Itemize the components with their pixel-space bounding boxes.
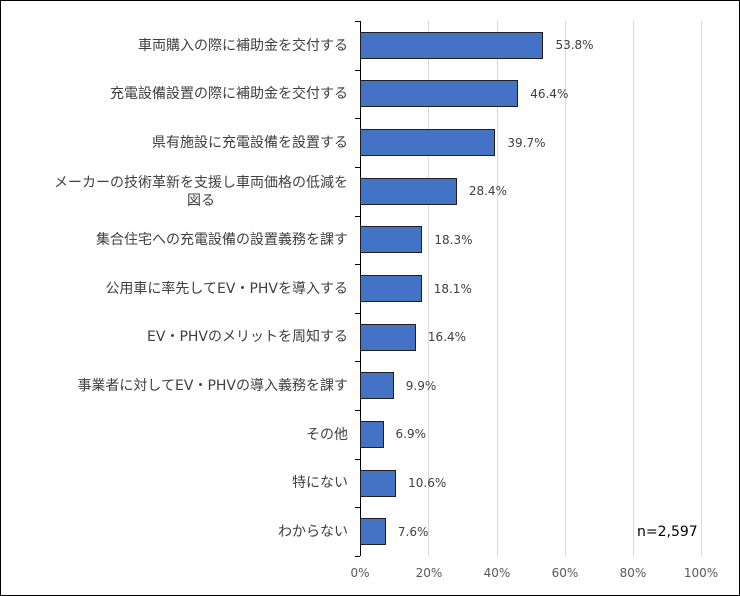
bar: [360, 177, 457, 205]
y-axis-tick: [355, 410, 360, 411]
gridline-20: [428, 21, 429, 556]
y-axis-tick: [355, 70, 360, 71]
bar: [360, 518, 386, 546]
bar: [360, 129, 496, 157]
value-label: 28.4%: [468, 184, 507, 199]
category-label: メーカーの技術革新を支援し車両価格の低減を 図る: [54, 174, 348, 210]
x-tick-label: 40%: [483, 566, 511, 580]
bar: [360, 420, 384, 448]
y-axis-tick: [355, 216, 360, 217]
value-label: 18.1%: [433, 281, 472, 296]
y-axis-tick: [355, 264, 360, 265]
category-label: 特にない: [292, 475, 348, 491]
category-label: EV・PHVのメリットを周知する: [147, 329, 348, 345]
category-label: 事業者に対してEV・PHVの導入義務を課す: [77, 378, 348, 394]
value-label: 6.9%: [395, 427, 427, 442]
y-axis-tick: [355, 167, 360, 168]
category-label-line1: メーカーの技術革新を支援し車両価格の低減を: [54, 175, 348, 191]
category-label: 車両購入の際に補助金を交付する: [138, 38, 348, 54]
category-label: 県有施設に充電設備を設置する: [152, 135, 348, 151]
bar: [360, 275, 422, 302]
sample-size-note: n=2,597: [637, 524, 698, 540]
value-label: 16.4%: [427, 330, 467, 345]
bar: [360, 226, 423, 254]
x-tick-label: 80%: [619, 566, 647, 580]
value-label: 9.9%: [405, 378, 437, 393]
y-axis-tick: [355, 118, 360, 119]
y-axis-tick: [355, 556, 360, 557]
x-tick-label: 100%: [683, 566, 719, 580]
value-label: 46.4%: [530, 86, 569, 101]
value-label: 53.8%: [555, 38, 594, 53]
x-tick-label: 60%: [551, 566, 579, 580]
category-label: 集合住宅への充電設備の設置義務を課す: [96, 232, 348, 248]
value-label: 7.6%: [397, 524, 429, 539]
gridline-40: [497, 21, 498, 556]
gridline-80: [633, 21, 634, 556]
category-label: わからない: [278, 524, 348, 540]
category-label: 公用車に率先してEV・PHVを導入する: [105, 281, 348, 297]
bar: [360, 31, 544, 59]
gridline-60: [565, 21, 566, 556]
value-label: 18.3%: [434, 232, 473, 247]
y-axis-tick: [355, 21, 360, 22]
value-label: 10.6%: [408, 476, 447, 491]
bar: [360, 372, 394, 400]
value-label: 39.7%: [507, 135, 546, 150]
y-axis-tick: [355, 361, 360, 362]
gridline-100: [701, 21, 702, 556]
category-label: その他: [306, 427, 348, 443]
x-tick-label: 20%: [415, 566, 443, 580]
y-axis-tick: [355, 313, 360, 314]
y-axis-tick: [355, 459, 360, 460]
bar: [360, 323, 416, 351]
bar: [360, 469, 397, 497]
category-label: 充電設備設置の際に補助金を交付する: [110, 86, 348, 102]
y-axis-tick: [355, 507, 360, 508]
plot-area: 53.8% 46.4% 39.7% 28.4% 18.3% 18.1% 16.4% 9.9% 6…: [355, 21, 702, 557]
category-label-line2: 図る: [187, 193, 215, 209]
x-tick-label: 0%: [350, 566, 370, 580]
bar: [360, 80, 519, 108]
